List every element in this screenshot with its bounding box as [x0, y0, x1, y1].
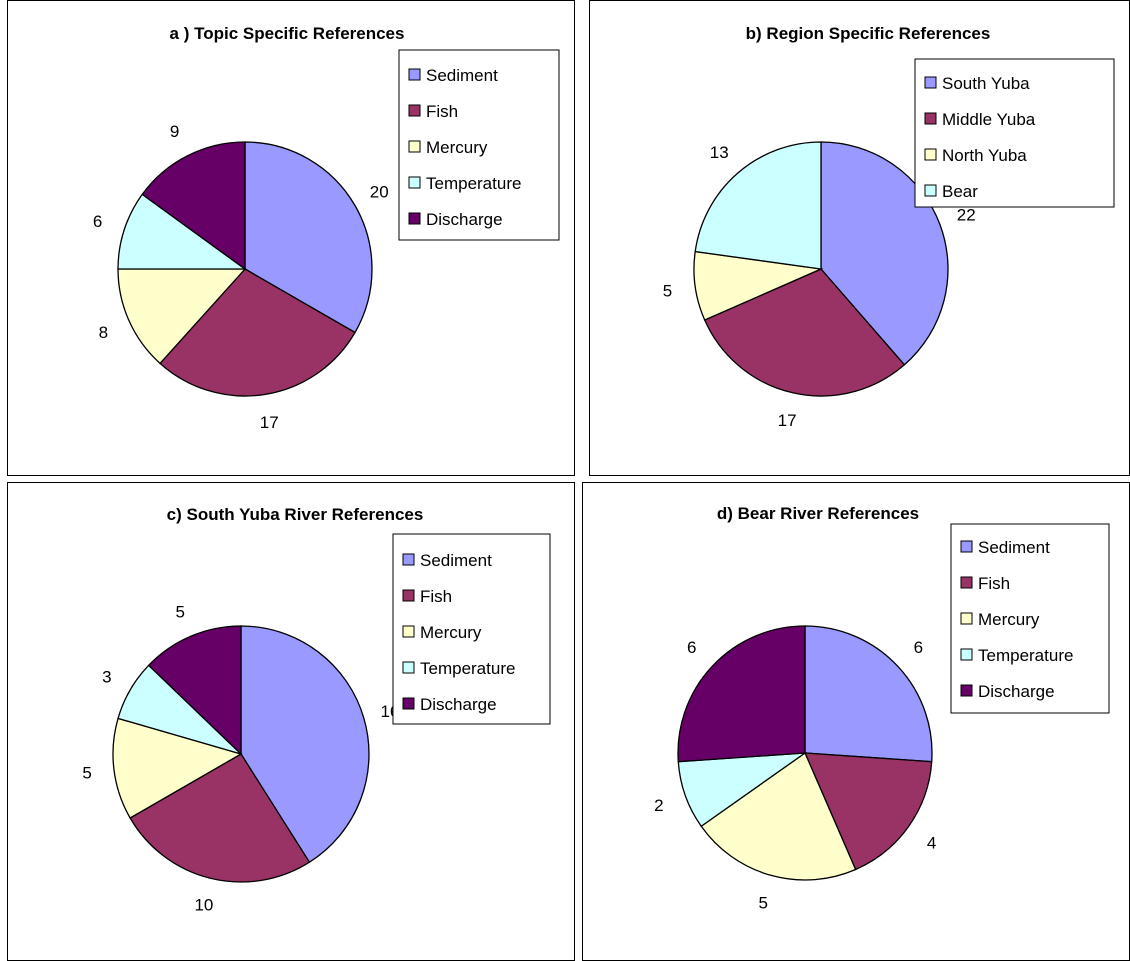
legend-swatch-temperature: [408, 176, 421, 189]
legend-entry-middle-yuba: Middle Yuba: [942, 110, 1036, 129]
legend-entry-temperature: Temperature: [420, 659, 515, 678]
legend-entry-fish: Fish: [978, 574, 1010, 593]
data-label-discharge: 5: [175, 602, 184, 621]
data-label-temperature: 2: [654, 796, 663, 815]
legend-entry-mercury: Mercury: [426, 138, 488, 157]
legend-swatch-fish: [960, 576, 973, 589]
pie-slice-temperature: [117, 193, 248, 270]
legend-entry-temperature: Temperature: [978, 646, 1073, 665]
pie-slice-sediment: [804, 625, 933, 763]
legend-entry-discharge: Discharge: [420, 695, 497, 714]
legend-entry-south-yuba: South Yuba: [942, 74, 1030, 93]
legend-entry-temperature: Temperature: [426, 174, 521, 193]
chart-panel-d: d) Bear River References 6 4 5 2 6 Sediment Fis…: [582, 482, 1130, 961]
pie-slice-fish: [129, 753, 311, 883]
chart-title: a ) Topic Specific References: [170, 24, 405, 43]
pie-slice-discharge: [141, 141, 246, 271]
pie-slice-mercury: [117, 268, 247, 365]
pie-chart-a: a ) Topic Specific References 20 17 8 6 9 Sedi…: [93, 24, 560, 432]
data-label-discharge: 9: [170, 122, 179, 141]
pie-slice-discharge: [677, 625, 806, 763]
data-label-temperature: 6: [93, 212, 102, 231]
data-label-sediment: 20: [370, 183, 389, 202]
legend-entry-fish: Fish: [420, 587, 452, 606]
legend-box: [398, 49, 560, 241]
legend-box: [392, 533, 551, 725]
legend-entry-sediment: Sediment: [420, 551, 492, 570]
data-label-temperature: 3: [102, 668, 111, 687]
pie-slice-fish: [159, 268, 356, 397]
pie-slices: [112, 625, 370, 883]
data-label-mercury: 5: [82, 764, 91, 783]
legend-swatch-mercury: [402, 625, 415, 638]
legend-entry-sediment: Sediment: [426, 66, 498, 85]
data-label-north-yuba: 5: [663, 281, 672, 300]
legend-swatch-fish: [402, 589, 415, 602]
pie-slices: [693, 141, 949, 397]
legend-swatch-discharge: [408, 212, 421, 225]
legend-entry-mercury: Mercury: [420, 623, 482, 642]
legend-swatch-sediment: [408, 68, 421, 81]
legend-entry-discharge: Discharge: [426, 210, 503, 229]
legend-swatch-middle-yuba: [924, 112, 937, 125]
chart-title: b) Region Specific References: [746, 24, 991, 43]
legend: Sediment Fish Mercury Temperature Discharge: [392, 533, 551, 725]
legend-entry-north-yuba: North Yuba: [942, 146, 1027, 165]
pie-slice-mercury: [112, 717, 243, 819]
data-label-south-yuba: 22: [957, 206, 976, 225]
data-labels: 6 4 5 2 6: [654, 638, 936, 912]
data-label-fish: 4: [927, 833, 936, 852]
pie-slices: [117, 141, 373, 397]
legend-swatch-north-yuba: [924, 148, 937, 161]
legend-entry-sediment: Sediment: [978, 538, 1050, 557]
legend-entry-discharge: Discharge: [978, 682, 1055, 701]
data-labels: 22 17 5 13: [663, 143, 976, 430]
data-label-mercury: 5: [758, 893, 767, 912]
data-label-sediment: 6: [914, 638, 923, 657]
data-label-bear: 13: [710, 143, 729, 162]
pie-chart-b: b) Region Specific References 22 17 5 13 Sout…: [663, 24, 1115, 430]
legend: Sediment Fish Mercury Temperature Discharge: [950, 523, 1110, 714]
chart-title: c) South Yuba River References: [167, 505, 424, 524]
legend-swatch-discharge: [402, 697, 415, 710]
pie-chart-d: d) Bear River References 6 4 5 2 6 Sediment Fis…: [654, 504, 1110, 912]
pie-slice-fish: [803, 752, 933, 871]
legend-swatch-temperature: [402, 661, 415, 674]
data-label-fish: 10: [194, 896, 213, 915]
legend-swatch-mercury: [408, 140, 421, 153]
legend-swatch-discharge: [960, 684, 973, 697]
legend-swatch-south-yuba: [924, 76, 937, 89]
pie-slice-sediment: [240, 625, 370, 864]
chart-title: d) Bear River References: [717, 504, 919, 523]
legend-box: [914, 58, 1115, 208]
chart-panel-c: c) South Yuba River References 16 10 5 3 5 Sed…: [7, 482, 575, 961]
pie-slice-middle-yuba: [703, 268, 906, 397]
legend-swatch-bear: [924, 184, 937, 197]
legend-box: [950, 523, 1110, 714]
data-label-discharge: 6: [687, 638, 696, 657]
pie-slices: [677, 625, 933, 881]
chart-panel-b: b) Region Specific References 22 17 5 13 Sout…: [589, 0, 1130, 476]
pie-slice-sediment: [244, 141, 373, 334]
data-labels: 20 17 8 6 9: [93, 122, 389, 432]
chart-panel-a: a ) Topic Specific References 20 17 8 6 9 Sedi…: [7, 0, 575, 476]
legend: South Yuba Middle Yuba North Yuba Bear: [914, 58, 1115, 208]
legend-swatch-sediment: [402, 553, 415, 566]
legend-swatch-mercury: [960, 612, 973, 625]
pie-slice-discharge: [147, 625, 242, 756]
data-label-middle-yuba: 17: [778, 411, 797, 430]
legend-swatch-fish: [408, 104, 421, 117]
data-label-mercury: 8: [99, 323, 108, 342]
legend: Sediment Fish Mercury Temperature Discharge: [398, 49, 560, 241]
legend-entry-bear: Bear: [942, 182, 978, 201]
pie-chart-c: c) South Yuba River References1610535Sed…: [82, 505, 551, 915]
legend-swatch-sediment: [960, 540, 973, 553]
data-label-fish: 17: [260, 413, 279, 432]
pie-slice-bear: [694, 141, 822, 270]
pie-slice-mercury: [700, 752, 857, 881]
legend-swatch-temperature: [960, 648, 973, 661]
legend-entry-fish: Fish: [426, 102, 458, 121]
legend-entry-mercury: Mercury: [978, 610, 1040, 629]
